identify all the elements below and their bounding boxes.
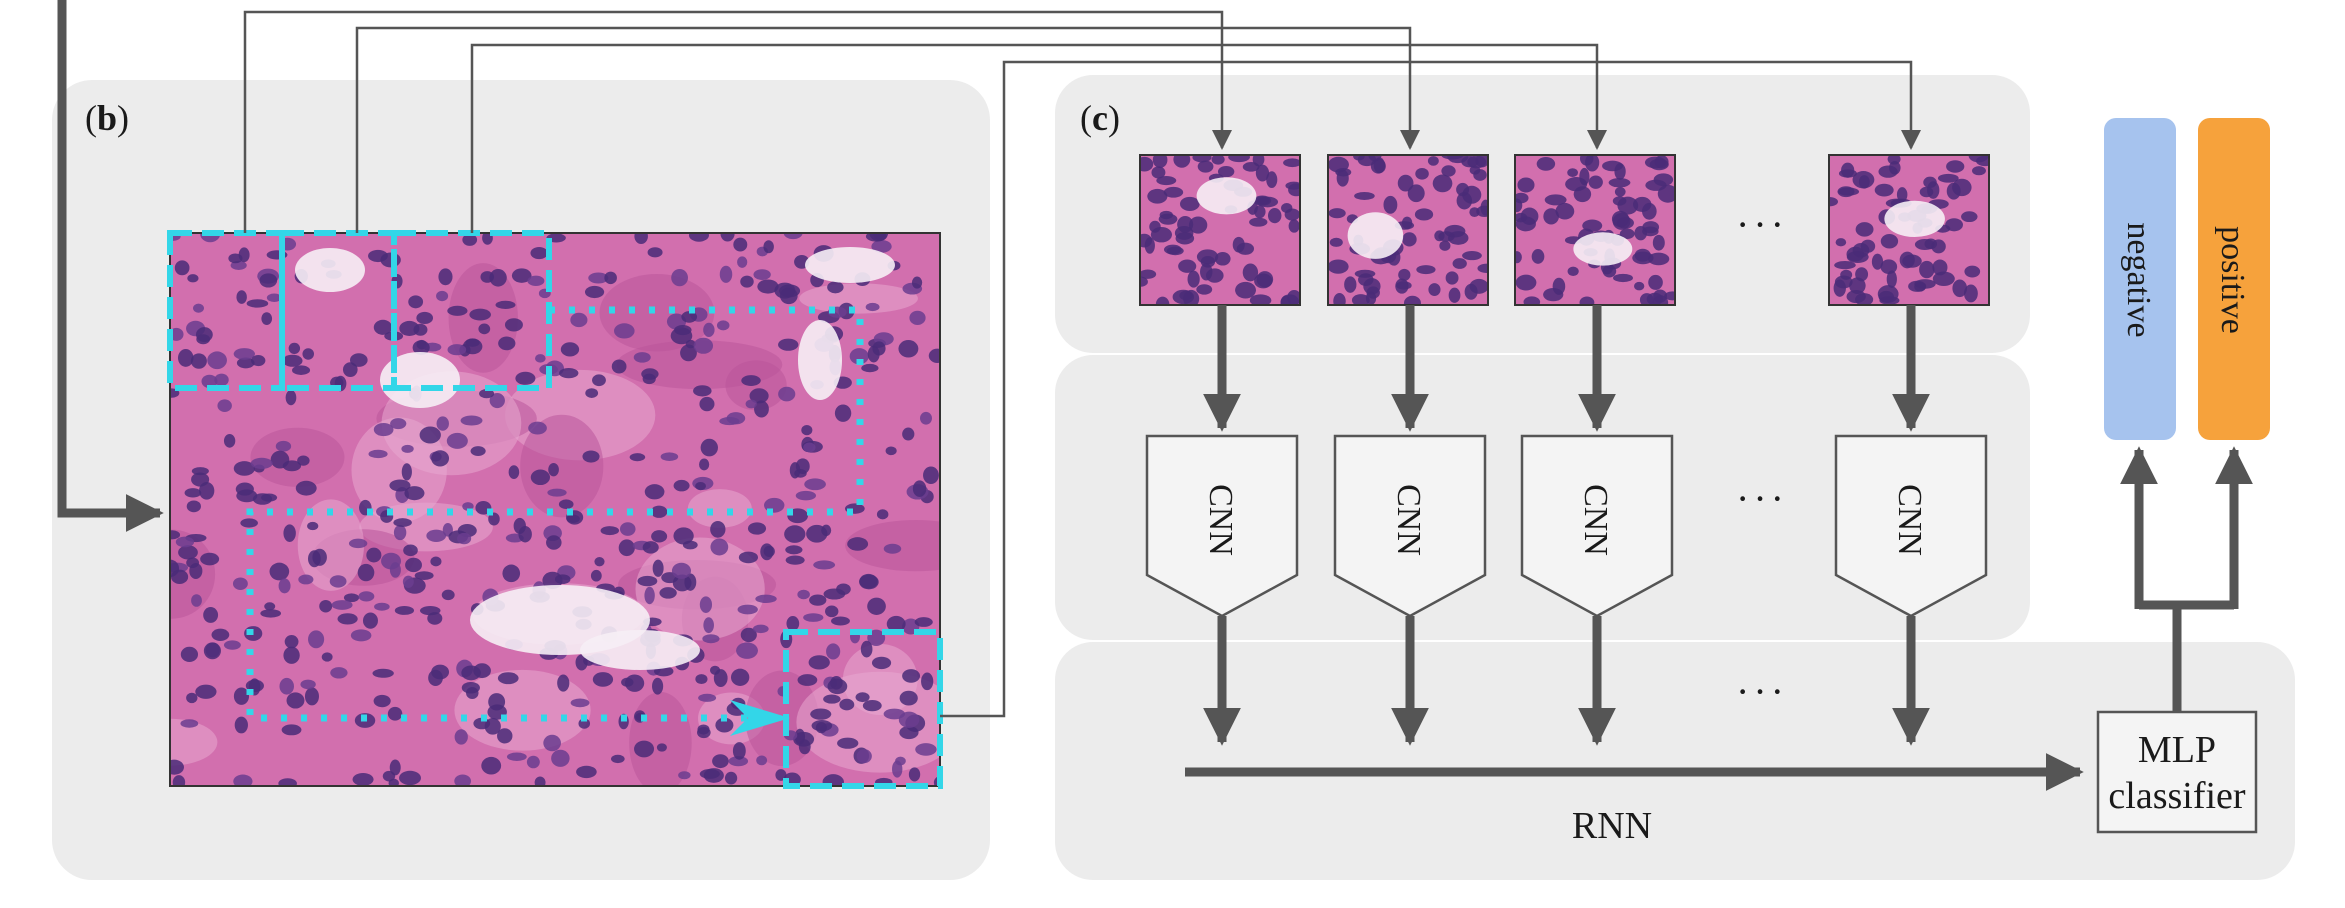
connector-3	[470, 43, 1607, 233]
patch-3	[1514, 154, 1676, 306]
cnn-label: CNN	[1390, 484, 1427, 556]
connector-last	[940, 60, 1921, 718]
patch-1	[1139, 154, 1301, 306]
tile-1	[167, 230, 285, 391]
cnn-label: CNN	[1577, 484, 1614, 556]
panel-b-label: (b)	[85, 98, 129, 138]
patch-last	[1828, 154, 1990, 306]
tile-2	[279, 230, 397, 391]
mlp-label-line2: classifier	[2108, 775, 2246, 817]
patch-2	[1327, 154, 1489, 306]
mlp-classifier: MLP classifier	[2096, 710, 2258, 834]
ellipsis-cnn: ···	[1736, 476, 1788, 521]
cnn-block-1: CNN	[1145, 305, 1299, 746]
tile-connectors	[243, 10, 1921, 718]
patch-thumbnails	[1139, 154, 1990, 306]
ellipsis-patches: ···	[1736, 202, 1788, 247]
connector-1	[243, 10, 1232, 233]
mlp-label-line1: MLP	[2138, 729, 2216, 771]
panel-c-label: (c)	[1080, 98, 1120, 138]
input-arrow	[57, 0, 164, 532]
cnn-block-last: CNN	[1834, 305, 1988, 746]
cnn-label: CNN	[1202, 484, 1239, 556]
panel-c-bottom-background	[1055, 642, 2295, 880]
cnn-label: CNN	[1891, 484, 1928, 556]
positive-label: positive	[2214, 226, 2251, 334]
positive-box	[2198, 118, 2270, 440]
tile-last	[783, 629, 943, 789]
scan-path-arrow	[730, 700, 790, 736]
cnn-blocks: CNN CNN CNN CNN	[1145, 305, 1988, 746]
cnn-block-3: CNN	[1520, 305, 1674, 746]
cnn-block-2: CNN	[1333, 305, 1487, 746]
negative-label: negative	[2120, 222, 2157, 337]
output-arrows	[2120, 446, 2253, 712]
output-negative: negative	[2104, 118, 2176, 440]
tile-highlights	[167, 230, 943, 789]
connector-2	[355, 26, 1420, 233]
ellipsis-rnn: ···	[1736, 669, 1788, 714]
rnn-label: RNN	[1572, 805, 1652, 847]
output-positive: positive	[2198, 118, 2270, 440]
negative-box	[2104, 118, 2176, 440]
